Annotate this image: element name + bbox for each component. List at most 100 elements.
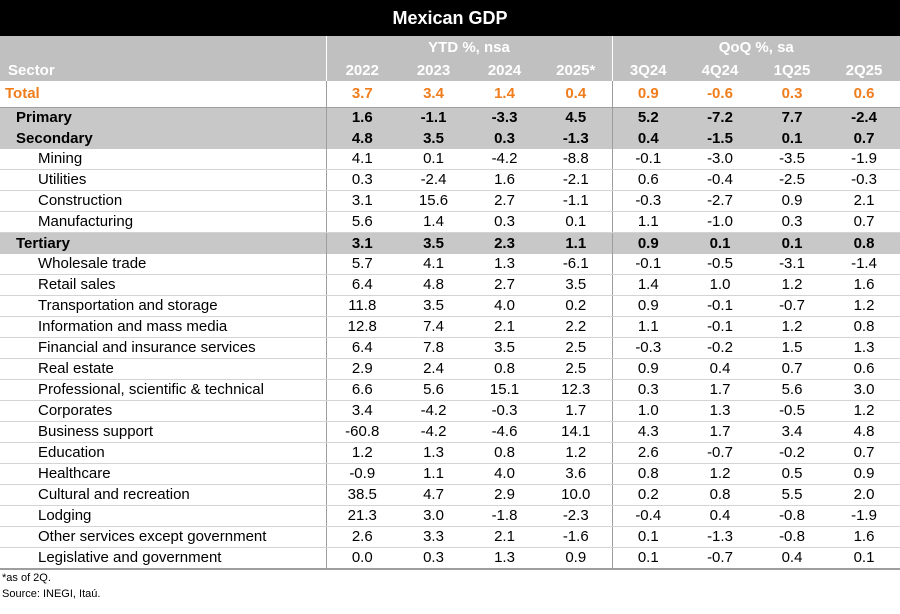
- value-cell: -1.6: [540, 526, 612, 549]
- column-header: 2025*: [540, 60, 612, 81]
- value-cell: -1.1: [398, 107, 469, 128]
- sub-row: Lodging 21.3 3.0 -1.8 -2.3 -0.4 0.4 -0.8 -1.9: [0, 505, 900, 528]
- value-cell: 1.3: [828, 337, 900, 360]
- value-cell: 2.2: [540, 316, 612, 339]
- value-cell: 0.3: [756, 211, 828, 234]
- value-cell: 1.2: [325, 442, 398, 465]
- value-cell: 2.6: [611, 442, 684, 465]
- value-cell: -0.3: [828, 169, 900, 192]
- value-cell: 1.2: [828, 295, 900, 318]
- value-cell: 7.4: [398, 316, 469, 339]
- value-cell: 0.5: [756, 463, 828, 486]
- value-cell: -2.4: [398, 169, 469, 192]
- value-cell: 2.1: [828, 190, 900, 213]
- sector-label: Financial and insurance services: [0, 337, 326, 360]
- value-cell: -0.7: [756, 295, 828, 318]
- value-cell: 2.5: [540, 358, 612, 381]
- value-cell: -4.6: [469, 421, 540, 444]
- sub-row: Transportation and storage 11.8 3.5 4.0 0.2 0…: [0, 295, 900, 318]
- sub-row: Cultural and recreation 38.5 4.7 2.9 10.0 0.2…: [0, 484, 900, 507]
- table-notes: *as of 2Q. Source: INEGI, Itaú.: [2, 570, 100, 602]
- value-cell: 0.8: [828, 232, 900, 254]
- major-row: Primary 1.6 -1.1 -3.3 4.5 5.2 -7.2 7.7 -2.4: [0, 107, 900, 128]
- value-cell: -0.9: [325, 463, 398, 486]
- major-row: Tertiary 3.1 3.5 2.3 1.1 0.9 0.1 0.1 0.8: [0, 232, 900, 254]
- value-cell: -0.7: [684, 442, 756, 465]
- value-cell: -2.4: [828, 107, 900, 128]
- value-cell: 3.5: [398, 232, 469, 254]
- value-cell: 1.6: [325, 107, 398, 128]
- value-cell: 1.4: [398, 211, 469, 234]
- value-cell: 2.4: [398, 358, 469, 381]
- sector-label: Construction: [0, 190, 326, 213]
- value-cell: 1.3: [469, 547, 540, 571]
- value-cell: 1.4: [469, 81, 540, 108]
- value-cell: -4.2: [469, 149, 540, 171]
- value-cell: 0.3: [469, 211, 540, 234]
- value-cell: 1.0: [684, 274, 756, 297]
- value-cell: 3.1: [325, 232, 398, 254]
- value-cell: -0.2: [756, 442, 828, 465]
- value-cell: -0.8: [756, 505, 828, 528]
- value-cell: 11.8: [325, 295, 398, 318]
- sector-label: Transportation and storage: [0, 295, 326, 318]
- value-cell: 4.1: [325, 149, 398, 171]
- gdp-table: YTD %, nsa QoQ %, sa Sector 2022 2023 20…: [0, 36, 900, 571]
- value-cell: -2.7: [684, 190, 756, 213]
- value-cell: -1.3: [540, 128, 612, 149]
- value-cell: -0.1: [684, 316, 756, 339]
- value-cell: 1.0: [611, 400, 684, 423]
- value-cell: 0.9: [611, 295, 684, 318]
- sector-label: Retail sales: [0, 274, 326, 297]
- value-cell: 1.2: [684, 463, 756, 486]
- value-cell: 5.2: [611, 107, 684, 128]
- total-row: Total 3.7 3.4 1.4 0.4 0.9 -0.6 0.3 0.6: [0, 81, 900, 108]
- sub-row: Financial and insurance services 6.4 7.8 3.…: [0, 337, 900, 360]
- value-cell: 0.2: [611, 484, 684, 507]
- value-cell: 2.1: [469, 316, 540, 339]
- qoq-group-header: QoQ %, sa: [611, 36, 900, 60]
- value-cell: -0.8: [756, 526, 828, 549]
- sector-label: Information and mass media: [0, 316, 326, 339]
- value-cell: 4.0: [469, 463, 540, 486]
- value-cell: 0.8: [828, 316, 900, 339]
- value-cell: 0.1: [756, 232, 828, 254]
- value-cell: 6.4: [325, 337, 398, 360]
- value-cell: 15.6: [398, 190, 469, 213]
- column-group-row: YTD %, nsa QoQ %, sa: [0, 36, 900, 60]
- sector-label: Manufacturing: [0, 211, 326, 234]
- value-cell: 1.1: [611, 316, 684, 339]
- sector-label: Healthcare: [0, 463, 326, 486]
- sub-row: Education 1.2 1.3 0.8 1.2 2.6 -0.7 -0.2 0.7: [0, 442, 900, 465]
- sector-label: Professional, scientific & technical: [0, 379, 326, 402]
- sub-row: Construction 3.1 15.6 2.7 -1.1 -0.3 -2.7 0.9 2.1: [0, 190, 900, 213]
- value-cell: 3.5: [398, 128, 469, 149]
- value-cell: 1.2: [756, 274, 828, 297]
- sector-label: Real estate: [0, 358, 326, 381]
- value-cell: 0.3: [398, 547, 469, 571]
- value-cell: -6.1: [540, 253, 612, 276]
- value-cell: 2.7: [469, 274, 540, 297]
- value-cell: -0.2: [684, 337, 756, 360]
- value-cell: 4.8: [325, 128, 398, 149]
- value-cell: -0.1: [611, 149, 684, 171]
- sub-row: Mining 4.1 0.1 -4.2 -8.8 -0.1 -3.0 -3.5 -1.9: [0, 149, 900, 171]
- value-cell: 1.1: [540, 232, 612, 254]
- value-cell: -1.0: [684, 211, 756, 234]
- value-cell: 0.2: [540, 295, 612, 318]
- column-header: 2Q25: [828, 60, 900, 81]
- value-cell: 1.6: [828, 274, 900, 297]
- sub-row: Corporates 3.4 -4.2 -0.3 1.7 1.0 1.3 -0.5 1.2: [0, 400, 900, 423]
- value-cell: 0.1: [828, 547, 900, 571]
- value-cell: 0.0: [325, 547, 398, 571]
- value-cell: 4.1: [398, 253, 469, 276]
- value-cell: 4.8: [398, 274, 469, 297]
- value-cell: -3.1: [756, 253, 828, 276]
- value-cell: -1.4: [828, 253, 900, 276]
- sub-row: Other services except government 2.6 3.3 2.…: [0, 526, 900, 549]
- value-cell: -0.5: [684, 253, 756, 276]
- column-header-row: Sector 2022 2023 2024 2025* 3Q24 4Q24 1Q…: [0, 60, 900, 81]
- value-cell: 4.0: [469, 295, 540, 318]
- value-cell: 5.7: [325, 253, 398, 276]
- value-cell: 0.7: [756, 358, 828, 381]
